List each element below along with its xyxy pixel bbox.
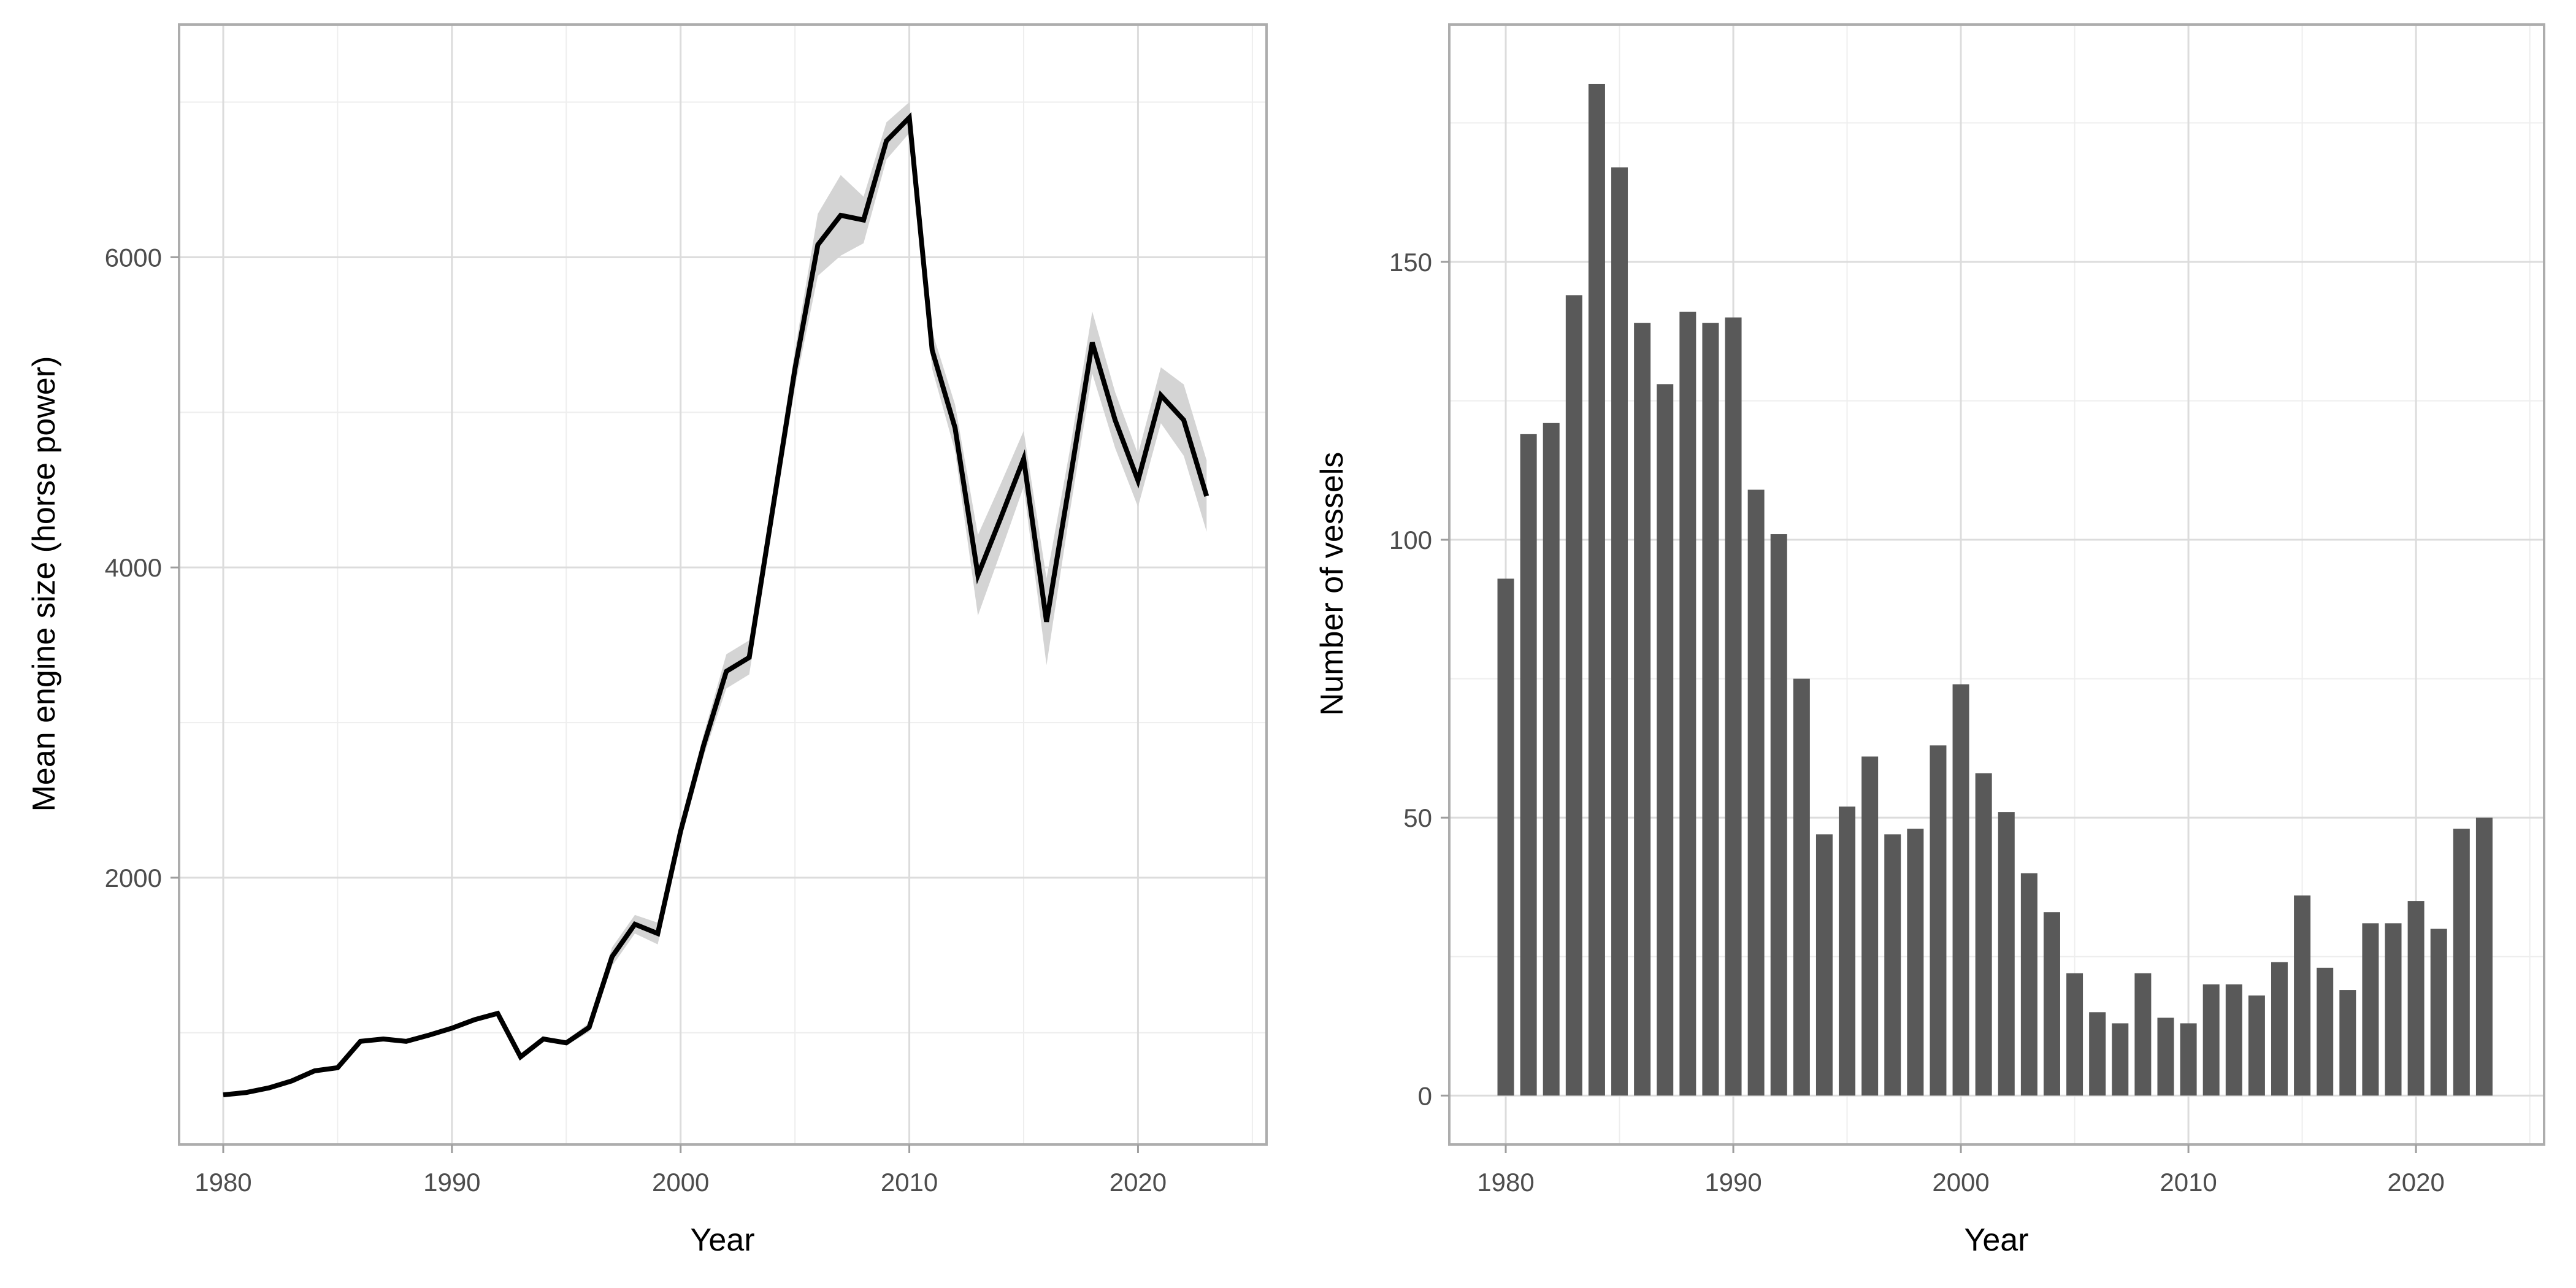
y-tick-label: 6000 <box>105 243 162 272</box>
bar <box>1815 834 1833 1096</box>
bar <box>1793 678 1810 1096</box>
bar <box>1861 756 1879 1096</box>
bar <box>1565 295 1582 1096</box>
bar <box>1611 167 1628 1096</box>
bar <box>1634 323 1651 1096</box>
bar <box>1679 312 1696 1096</box>
bar <box>2157 1018 2174 1096</box>
panel-background <box>179 25 1267 1144</box>
bar <box>1497 578 1514 1096</box>
bar <box>2475 818 2493 1096</box>
bar <box>1884 834 1901 1096</box>
bar <box>2385 923 2402 1096</box>
bar <box>1907 829 1924 1096</box>
x-tick-label: 2010 <box>2160 1168 2217 1197</box>
bar <box>2407 901 2425 1096</box>
x-tick-label: 1990 <box>423 1168 480 1197</box>
bar <box>1998 812 2015 1096</box>
y-tick-label: 2000 <box>105 864 162 892</box>
bar <box>2202 984 2220 1096</box>
bar <box>1930 745 1947 1096</box>
x-tick-label: 1990 <box>1704 1168 1761 1197</box>
y-tick-label: 4000 <box>105 553 162 582</box>
bar <box>1657 384 1674 1096</box>
bar <box>2225 984 2242 1096</box>
bar <box>2317 967 2334 1096</box>
x-tick-label: 2000 <box>652 1168 709 1197</box>
bar <box>2453 829 2470 1096</box>
bar <box>1520 434 1537 1096</box>
right-y-axis-title: Number of vessels <box>1314 451 1350 716</box>
bar <box>2430 929 2447 1096</box>
bar <box>2248 995 2265 1096</box>
bar <box>1770 534 1787 1096</box>
x-tick-label: 2020 <box>2387 1168 2444 1197</box>
bar <box>1588 83 1605 1096</box>
x-tick-label: 2000 <box>1932 1168 1989 1197</box>
bar <box>2020 873 2037 1096</box>
bar <box>2134 973 2152 1096</box>
panel-border <box>1448 23 2545 1146</box>
y-tick-label: 50 <box>1403 803 1432 832</box>
bar <box>2066 973 2083 1096</box>
left-x-axis-title: Year <box>690 1222 755 1258</box>
line-series <box>223 112 1209 1098</box>
bar <box>1975 773 1992 1096</box>
bar <box>1747 489 1765 1096</box>
x-tick-label: 2010 <box>881 1168 938 1197</box>
bar <box>2043 912 2060 1096</box>
bar <box>2180 1023 2197 1096</box>
left-y-axis-title: Mean engine size (horse power) <box>26 356 62 812</box>
bar <box>2362 923 2379 1096</box>
bar <box>2339 990 2356 1096</box>
panel-border <box>178 23 1268 1146</box>
bar <box>2089 1012 2106 1096</box>
x-tick-label: 1980 <box>194 1168 251 1197</box>
bar <box>1839 807 1856 1096</box>
bar <box>2271 962 2288 1096</box>
bar <box>1725 317 1742 1096</box>
bar <box>1543 423 1560 1096</box>
bar <box>2112 1023 2129 1096</box>
bar <box>1702 323 1719 1096</box>
y-tick-label: 150 <box>1389 248 1432 277</box>
engine-size-line-chart: 1980 1990 2000 2010 2020 2000 4000 6000 <box>105 23 1268 1197</box>
panel-background <box>1449 25 2544 1144</box>
x-tick-label: 1980 <box>1477 1168 1534 1197</box>
bar <box>2294 895 2311 1096</box>
y-tick-label: 100 <box>1389 526 1432 554</box>
vessel-count-bar-chart: 1980 1990 2000 2010 2020 0 50 100 150 <box>1389 23 2545 1197</box>
right-x-axis-title: Year <box>1964 1222 2029 1258</box>
x-tick-label: 2020 <box>1110 1168 1167 1197</box>
y-tick-label: 0 <box>1418 1081 1432 1110</box>
bar <box>1952 684 1969 1096</box>
